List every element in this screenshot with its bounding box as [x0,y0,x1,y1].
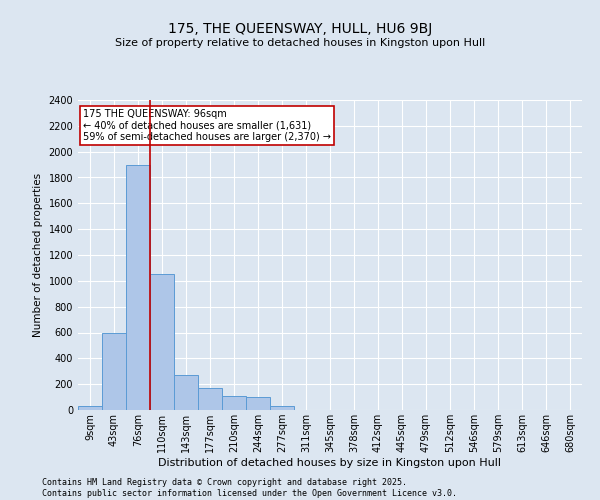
Y-axis label: Number of detached properties: Number of detached properties [33,173,43,337]
Bar [222,396,246,410]
Text: Contains HM Land Registry data © Crown copyright and database right 2025.
Contai: Contains HM Land Registry data © Crown c… [42,478,457,498]
Bar [78,406,102,410]
Bar [126,164,150,410]
Bar [150,274,174,410]
Bar [174,375,198,410]
Bar [102,332,126,410]
Text: Size of property relative to detached houses in Kingston upon Hull: Size of property relative to detached ho… [115,38,485,48]
Bar [198,388,222,410]
Bar [270,406,294,410]
Bar [246,397,270,410]
Text: 175 THE QUEENSWAY: 96sqm
← 40% of detached houses are smaller (1,631)
59% of sem: 175 THE QUEENSWAY: 96sqm ← 40% of detach… [83,110,331,142]
Text: 175, THE QUEENSWAY, HULL, HU6 9BJ: 175, THE QUEENSWAY, HULL, HU6 9BJ [168,22,432,36]
X-axis label: Distribution of detached houses by size in Kingston upon Hull: Distribution of detached houses by size … [158,458,502,468]
